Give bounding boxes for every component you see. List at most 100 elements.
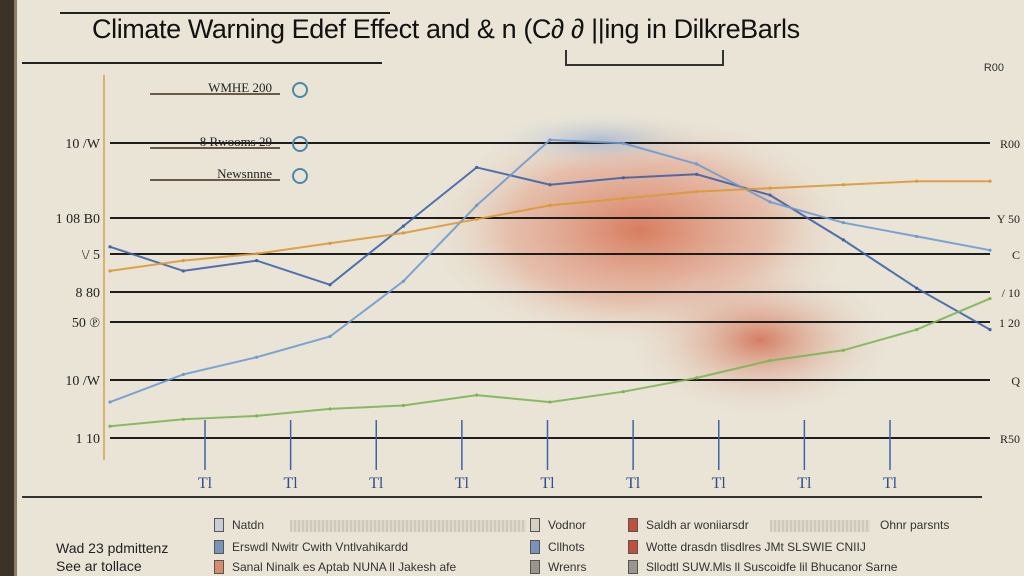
y-tick-label: 1 10 (76, 432, 101, 447)
legend-swatch (214, 518, 224, 532)
data-point (475, 217, 479, 221)
data-point (328, 283, 332, 287)
data-point (401, 224, 405, 228)
data-point (181, 259, 185, 263)
data-point (621, 141, 625, 145)
annotation-label: Newsnnne (217, 166, 272, 181)
x-tick-label: Tl (455, 475, 470, 492)
data-point (255, 355, 259, 359)
data-point (621, 390, 625, 394)
data-point (695, 162, 699, 166)
title-rule (60, 12, 390, 14)
y-tick-label-right: 1 20 (999, 316, 1020, 330)
title-underline (22, 62, 382, 64)
legend-item: Erswdl Nwitr Cwith Vntlvahikardd (214, 540, 408, 554)
title-bracket (565, 50, 724, 66)
chart-canvas: Tl Tl Tl Tl Tl Tl Tl Tl Tl 10 /W 1 08 B0 \/ 5 8 80 5… (56, 75, 1020, 492)
data-point (401, 231, 405, 235)
data-point (841, 348, 845, 352)
data-point (255, 259, 259, 263)
data-point (768, 186, 772, 190)
data-point (988, 248, 992, 252)
data-point (841, 238, 845, 242)
data-point (915, 179, 919, 183)
legend-item: Wotte drasdn tlisdlres JMt SLSWIE CNIIJ (628, 540, 866, 554)
y-tick-label: \/ 5 (82, 248, 100, 263)
data-point (475, 203, 479, 207)
annotation-label: WMHE 200 (208, 80, 272, 95)
y-tick-label-right: R00 (1000, 137, 1020, 151)
data-point (548, 138, 552, 142)
x-tick-label: Tl (712, 475, 727, 492)
x-tick-label: Tl (198, 475, 213, 492)
y-tick-label: 1 08 B0 (56, 212, 100, 227)
annotation-icon (292, 168, 308, 184)
x-axis-marks: Tl Tl Tl Tl Tl Tl Tl Tl Tl (198, 420, 898, 492)
data-point (181, 372, 185, 377)
data-point (841, 221, 845, 225)
y-tick-label-right: R50 (1000, 432, 1020, 446)
data-point (108, 400, 112, 404)
x-tick-label: Tl (883, 475, 898, 492)
legend-swatch (628, 560, 638, 574)
y-tick-label-right: C (1012, 248, 1020, 262)
legend-swatch (214, 560, 224, 574)
data-point (328, 241, 332, 245)
legend-title: Wad 23 pdmittenz (56, 540, 169, 556)
chart-title: Climate Warning Edef Effect and & n (C∂ … (92, 14, 800, 44)
data-point (915, 328, 919, 332)
y-tick-label: 10 /W (65, 137, 100, 152)
data-point (988, 296, 992, 301)
data-point (181, 269, 185, 273)
legend-item: Ohnr parsnts (880, 518, 950, 532)
y-tick-label: 10 /W (65, 374, 100, 389)
series-lines (108, 138, 992, 428)
data-point (915, 286, 919, 290)
data-point (768, 359, 772, 363)
legend-item: Vodnor (530, 518, 586, 532)
y-tick-label-right: / 10 (1002, 286, 1020, 300)
annotation-label: 8 Rwooms 29 (200, 134, 272, 149)
data-point (548, 203, 552, 207)
data-point (695, 172, 699, 176)
data-point (695, 190, 699, 194)
legend-swatch (530, 560, 540, 574)
annotation-icon (292, 136, 308, 152)
data-point (255, 252, 259, 256)
annotation-icon (292, 82, 308, 98)
heat-blob-group (420, 110, 900, 420)
heat-blob (620, 260, 900, 420)
legend-swatch (628, 518, 638, 532)
legend-item: Sllodtl SUW.Mls ll Suscoidfe lil Bhucano… (628, 560, 897, 574)
data-point (768, 193, 772, 197)
data-point (621, 196, 625, 201)
x-tick-label: Tl (369, 475, 384, 492)
data-point (915, 234, 919, 239)
data-point (475, 165, 479, 170)
data-point (695, 376, 699, 380)
data-point (841, 183, 845, 187)
legend-item: Natdn (214, 518, 264, 532)
legend-swatch (530, 540, 540, 554)
y-tick-label: 50 ℗ (72, 316, 100, 331)
data-point (181, 417, 185, 421)
legend-fade (770, 520, 870, 532)
x-tick-label: Tl (797, 475, 812, 492)
data-point (328, 334, 332, 339)
x-tick-label: Tl (540, 475, 555, 492)
data-point (621, 176, 625, 180)
data-point (401, 279, 405, 283)
legend-item: Cllhots (530, 540, 585, 554)
annotations: WMHE 200 8 Rwooms 29 Newsnnne (150, 80, 308, 184)
legend-item: Wrenrs (530, 560, 586, 574)
window-frame-left (0, 0, 17, 576)
data-point (108, 424, 112, 428)
data-point (768, 200, 772, 204)
corner-note: R00 (983, 62, 1004, 74)
x-tick-label: Tl (284, 475, 299, 492)
legend-rule (22, 496, 982, 498)
data-point (548, 400, 552, 404)
heat-blob (480, 110, 720, 170)
legend-item: Saldh ar woniiarsdr (628, 518, 749, 532)
legend-subtitle: See ar tollace (56, 558, 142, 574)
